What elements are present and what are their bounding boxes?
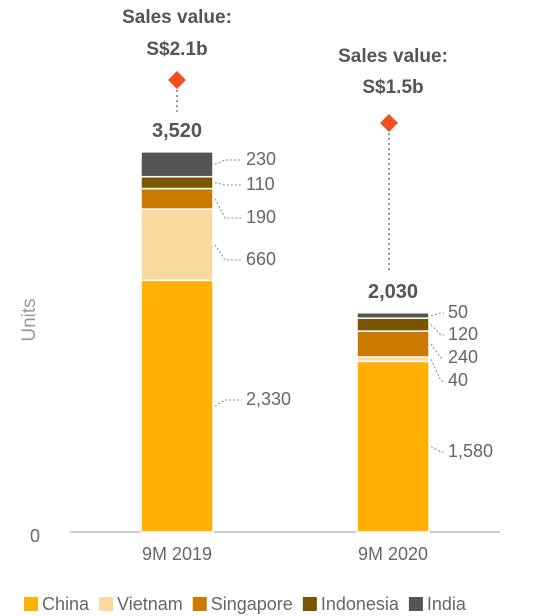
total-label: 2,030: [368, 281, 418, 303]
leader-line: [214, 399, 242, 407]
value-label: 660: [246, 249, 276, 269]
legend-label: Singapore: [211, 594, 293, 614]
leader-line: [214, 182, 242, 186]
bar-segment: [140, 151, 214, 178]
value-label: 2,330: [246, 389, 291, 409]
value-label: 110: [246, 174, 275, 194]
bar-segment: [140, 175, 214, 190]
value-label: 230: [246, 149, 276, 169]
legend-swatch: [192, 597, 207, 611]
annotation-value: S$1.5b: [362, 77, 423, 98]
value-label: 50: [448, 302, 468, 322]
leader-line: [430, 358, 444, 382]
annotation-value: S$2.1b: [146, 39, 207, 60]
leader-line: [430, 312, 444, 316]
bar-segment: [140, 208, 214, 282]
leader-line: [430, 343, 444, 359]
x-tick-label: 9M 2020: [358, 544, 428, 564]
bar-segment: [356, 312, 430, 319]
bar-segment: [356, 360, 430, 533]
legend-label: India: [427, 594, 467, 614]
legend-swatch: [302, 597, 317, 611]
value-label: 40: [448, 370, 468, 390]
y-axis-label: Units: [19, 298, 40, 341]
diamond-marker: [380, 114, 398, 132]
value-label: 240: [448, 347, 478, 367]
annotation: Sales value:: [122, 7, 232, 28]
leader-line: [430, 446, 444, 453]
leader-line: [214, 198, 242, 219]
bar-segment: [140, 279, 214, 533]
value-label: 120: [448, 324, 478, 344]
leader-line: [430, 324, 444, 336]
bar-segment: [140, 187, 214, 210]
value-label: 190: [246, 207, 276, 227]
legend-label: Indonesia: [321, 594, 400, 614]
bar-segment: [356, 330, 430, 358]
leader-line: [214, 159, 242, 165]
leader-line: [214, 244, 242, 261]
legend-swatch: [408, 597, 423, 611]
y-tick-label: 0: [30, 526, 40, 546]
legend-swatch: [99, 597, 114, 611]
legend-swatch: [24, 597, 38, 611]
x-tick-label: 9M 2019: [142, 544, 212, 564]
value-label: 1,580: [448, 441, 493, 461]
total-label: 3,520: [152, 120, 202, 142]
legend-label: China: [42, 594, 90, 614]
diamond-marker: [168, 71, 186, 89]
bar-segment: [356, 317, 430, 332]
legend-label: Vietnam: [117, 594, 183, 614]
annotation: Sales value:: [338, 46, 448, 67]
